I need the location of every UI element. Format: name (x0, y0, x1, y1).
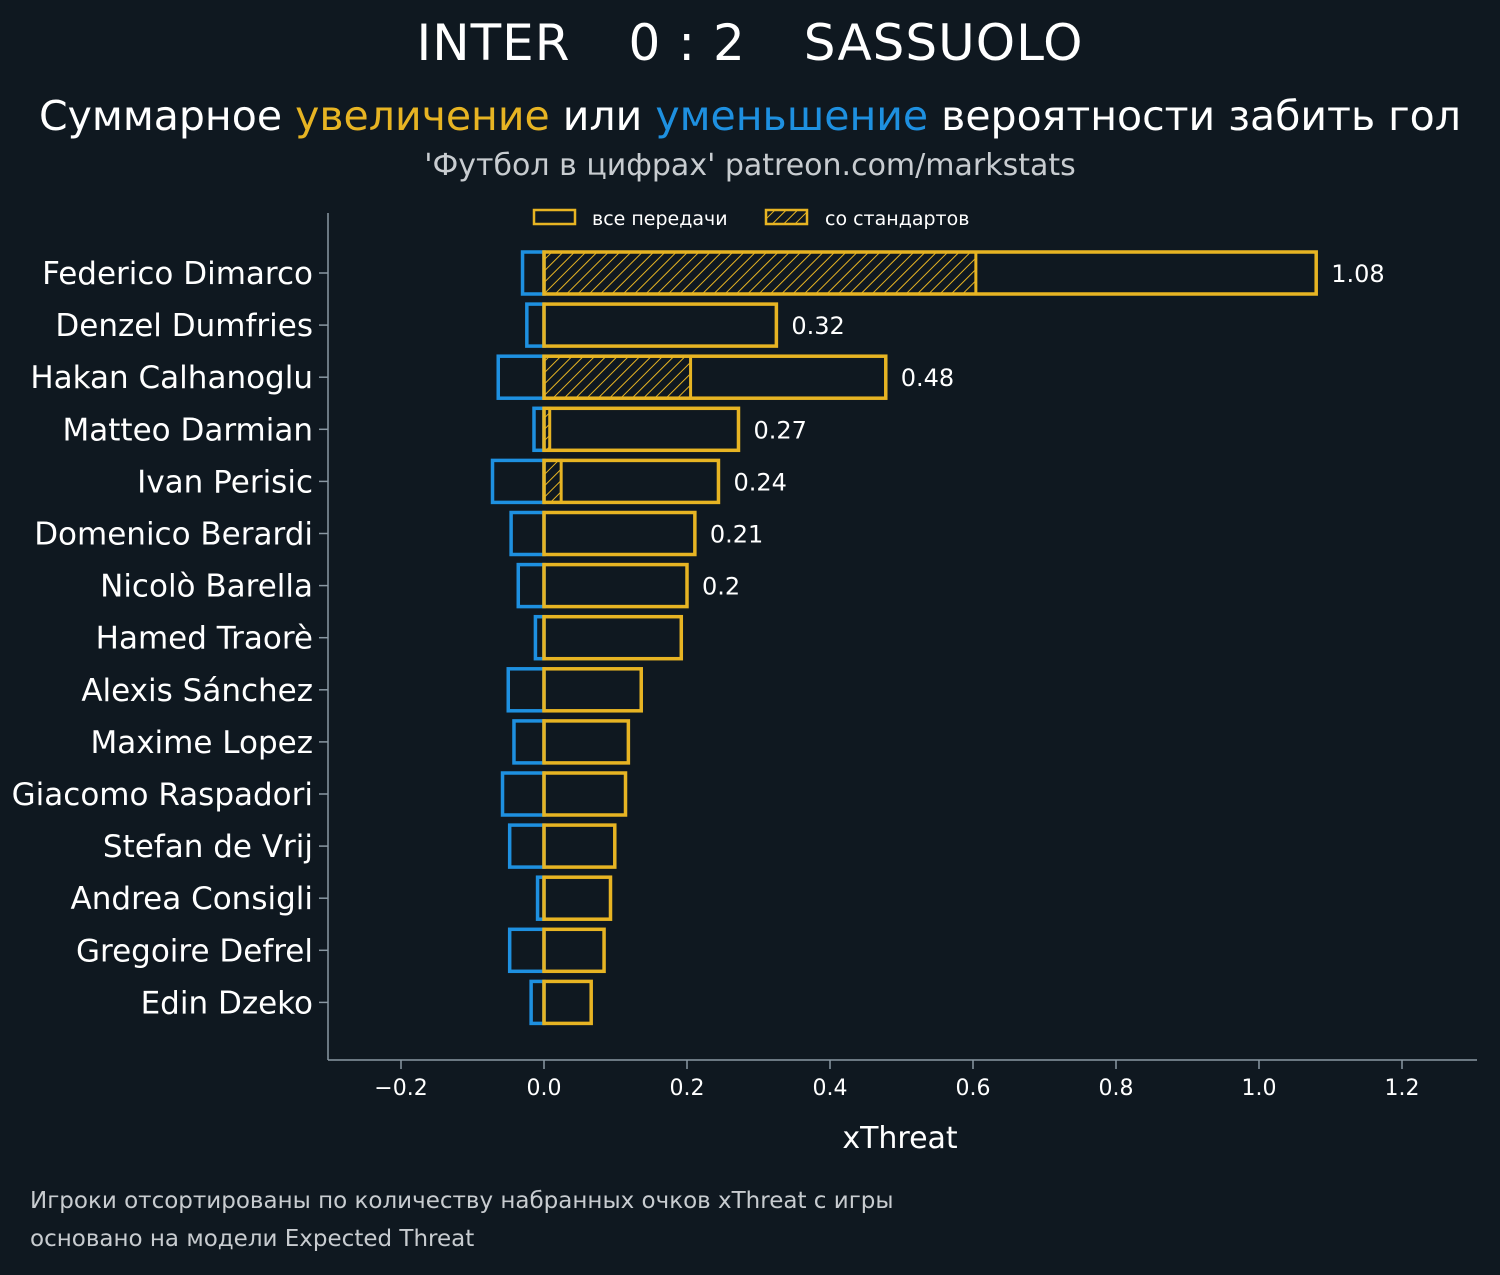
player-label: Stefan de Vrij (103, 829, 313, 865)
decrease-bar (496, 354, 546, 400)
away-team: SASSUOLO (803, 14, 1084, 72)
set-piece-bar (542, 250, 978, 296)
value-label: 0.21 (710, 521, 763, 549)
subtitle-decrease-word: уменьшение (655, 92, 929, 140)
footer-note-2: основано на модели Expected Threat (30, 1226, 475, 1252)
decrease-bar (509, 510, 546, 557)
value-label: 0.2 (702, 573, 740, 601)
increase-bar (542, 719, 631, 765)
decrease-bar (500, 771, 546, 817)
chart-source: 'Футбол в цифрах' patreon.com/markstats (424, 148, 1076, 183)
increase-bar (542, 250, 1318, 296)
increase-bar (542, 354, 888, 400)
player-label: Alexis Sánchez (81, 673, 313, 709)
value-label: 0.48 (901, 364, 954, 392)
x-axis-title: xThreat (842, 1121, 958, 1156)
increase-bar (542, 562, 689, 609)
increase-bar (542, 927, 606, 974)
increase-bar (542, 458, 721, 505)
x-tick-label: 0.8 (1099, 1076, 1134, 1101)
x-tick-label: 0.0 (527, 1076, 562, 1101)
match-score: 0 : 2 (628, 14, 746, 72)
set-piece-bar (542, 354, 693, 400)
x-tick-label: 1.0 (1242, 1076, 1277, 1101)
increase-bar (542, 875, 613, 921)
value-label: 1.08 (1331, 260, 1384, 288)
decrease-bar (507, 927, 546, 974)
increase-bar (542, 406, 741, 453)
player-label: Nicolò Barella (100, 569, 313, 605)
value-label: 0.24 (733, 468, 786, 496)
legend-label-set-pieces: со стандартов (825, 208, 969, 230)
player-label: Hakan Calhanoglu (30, 360, 313, 396)
player-label: Matteo Darmian (63, 412, 313, 448)
increase-bar (542, 302, 779, 348)
player-label: Domenico Berardi (34, 517, 313, 553)
player-label: Andrea Consigli (71, 881, 313, 917)
increase-bar (542, 823, 617, 869)
footer-note-1: Игроки отсортированы по количеству набра… (30, 1188, 894, 1214)
player-label: Federico Dimarco (42, 256, 313, 292)
decrease-bar (490, 458, 546, 505)
decrease-bar (529, 979, 546, 1026)
decrease-bar (520, 250, 546, 296)
x-tick-label: 0.4 (813, 1076, 848, 1101)
x-tick-label: −0.2 (374, 1076, 427, 1101)
increase-bar (542, 979, 593, 1026)
value-label: 0.27 (753, 416, 806, 444)
legend-swatch-set-pieces (764, 208, 809, 226)
increase-bar (542, 510, 697, 557)
decrease-bar (507, 823, 546, 869)
player-label: Giacomo Raspadori (12, 777, 313, 813)
decrease-bar (525, 302, 546, 348)
home-team: INTER (416, 14, 571, 72)
x-tick-label: 1.2 (1385, 1076, 1420, 1101)
player-label: Denzel Dumfries (55, 308, 313, 344)
subtitle-part-2: или (549, 92, 656, 140)
legend-label-all-passes: все передачи (592, 208, 728, 230)
chart-subtitle: Суммарное увеличение или уменьшение веро… (0, 92, 1500, 140)
increase-bar (542, 771, 628, 817)
x-tick-label: 0.2 (670, 1076, 705, 1101)
player-label: Ivan Perisic (137, 464, 313, 500)
subtitle-part-1: Суммарное (39, 92, 296, 140)
player-label: Maxime Lopez (90, 725, 313, 761)
set-piece-bar (542, 458, 563, 504)
increase-bar (542, 667, 643, 713)
legend-swatch-all-passes (532, 208, 577, 226)
value-label: 0.32 (791, 312, 844, 340)
x-tick-label: 0.6 (956, 1076, 991, 1101)
player-label: Hamed Traorè (96, 621, 313, 657)
subtitle-increase-word: увеличение (295, 92, 550, 140)
decrease-bar (506, 667, 546, 713)
decrease-bar (516, 562, 546, 609)
chart-title: INTER 0 : 2 SASSUOLO (0, 14, 1500, 72)
increase-bar (542, 614, 684, 661)
player-label: Edin Dzeko (141, 985, 313, 1021)
player-label: Gregoire Defrel (76, 933, 313, 969)
decrease-bar (512, 719, 546, 765)
subtitle-part-3: вероятности забить гол (928, 92, 1461, 140)
